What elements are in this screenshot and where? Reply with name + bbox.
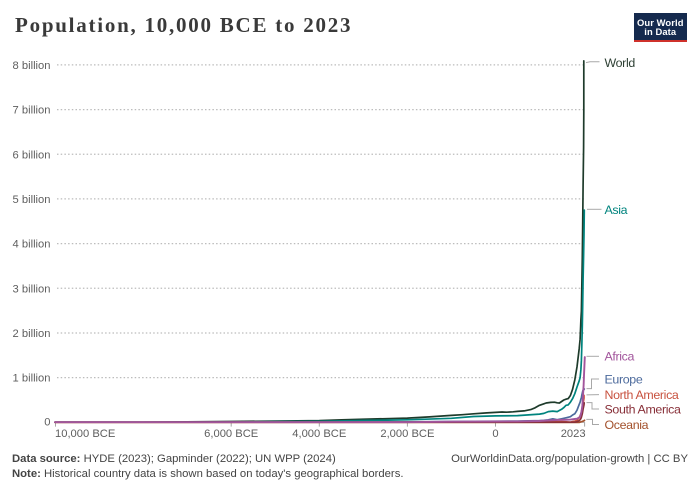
svg-text:World: World (605, 56, 636, 70)
svg-text:2023: 2023 (561, 428, 586, 440)
svg-text:Africa: Africa (605, 350, 635, 364)
svg-text:1 billion: 1 billion (13, 373, 51, 385)
svg-text:7 billion: 7 billion (13, 105, 51, 117)
svg-text:2,000 BCE: 2,000 BCE (380, 428, 434, 440)
svg-text:North America: North America (605, 388, 679, 402)
svg-text:10,000 BCE: 10,000 BCE (55, 428, 115, 440)
svg-text:4 billion: 4 billion (13, 239, 51, 251)
svg-text:5 billion: 5 billion (13, 194, 51, 206)
svg-text:3 billion: 3 billion (13, 283, 51, 295)
svg-text:0: 0 (44, 417, 50, 429)
svg-text:8 billion: 8 billion (13, 60, 51, 72)
svg-text:Asia: Asia (605, 203, 628, 217)
svg-text:2 billion: 2 billion (13, 328, 51, 340)
svg-text:6 billion: 6 billion (13, 149, 51, 161)
svg-text:6,000 BCE: 6,000 BCE (204, 428, 258, 440)
svg-text:Oceania: Oceania (605, 418, 649, 432)
svg-text:South America: South America (605, 403, 681, 417)
svg-text:Europe: Europe (605, 373, 643, 387)
svg-text:4,000 BCE: 4,000 BCE (292, 428, 346, 440)
svg-text:0: 0 (492, 428, 498, 440)
